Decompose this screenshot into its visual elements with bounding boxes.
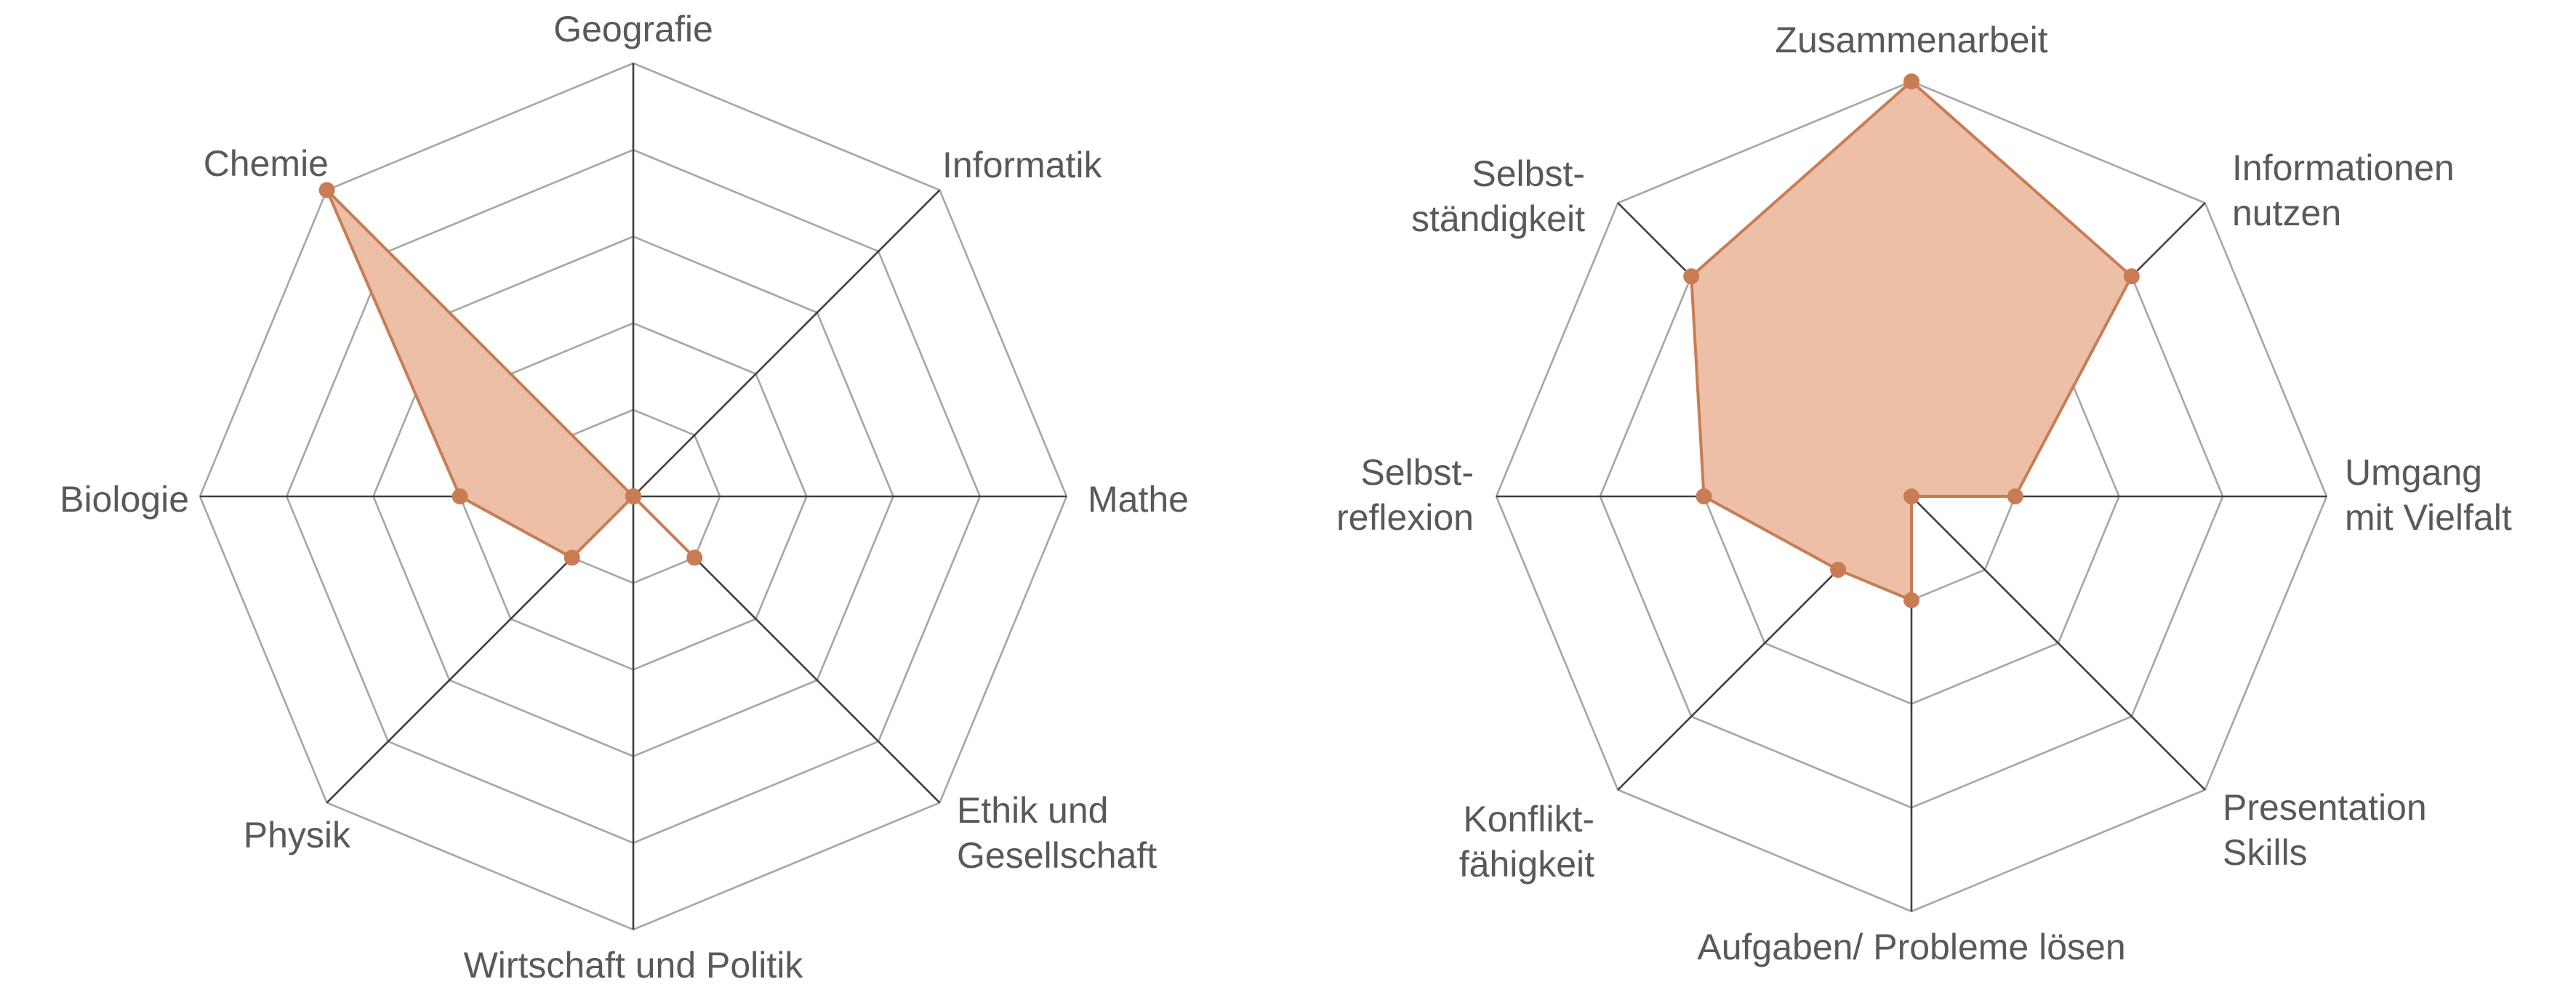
axis-label: Presentation Skills [2223, 787, 2427, 873]
axis-spoke [633, 189, 941, 497]
radar-chart-2: Zusammenarbeit Informationen nutzen Umgang m… [1336, 20, 2512, 967]
radar-chart-1: Geografie Informatik Mathe Ethik und Gesells… [60, 9, 1189, 986]
data-point [1683, 268, 1700, 285]
axis-label: Zusammenarbeit [1775, 20, 2047, 60]
data-point [1903, 73, 1919, 89]
data-point [2007, 488, 2023, 504]
data-point [318, 182, 335, 198]
axis-label: Selbst-reflexion [1336, 452, 1474, 538]
axis-label: Wirtschaft und Politik [464, 945, 804, 986]
axis-label: Umgang mit Vielfalt [2345, 452, 2512, 538]
axis-label: Chemie [204, 143, 329, 184]
axis-label: Konflikt-fähigkeit [1459, 799, 1594, 885]
data-point [1830, 561, 1847, 578]
axis-label: Informatik [942, 145, 1103, 185]
data-point [563, 549, 580, 566]
series-area [325, 188, 697, 560]
data-point [1903, 592, 1919, 608]
data-point [2123, 268, 2140, 285]
axis-label: Physik [244, 815, 351, 855]
axis-label: Selbst-ständigkeit [1411, 153, 1585, 239]
axis-label: Geografie [553, 9, 713, 49]
axis-label: Biologie [60, 479, 189, 520]
data-point [686, 549, 703, 566]
series-area [1690, 80, 2133, 602]
axis-label: Mathe [1088, 479, 1189, 520]
data-point [1903, 488, 1919, 504]
data-point [625, 488, 641, 504]
axis-label: Aufgaben/ Probleme lösen [1697, 927, 2125, 967]
data-point [452, 488, 468, 504]
axis-label: Informationen nutzen [2232, 148, 2455, 233]
axis-spoke [1911, 496, 2206, 791]
data-point [1696, 488, 1712, 504]
axis-label: Ethik und Gesellschaft [957, 790, 1157, 876]
